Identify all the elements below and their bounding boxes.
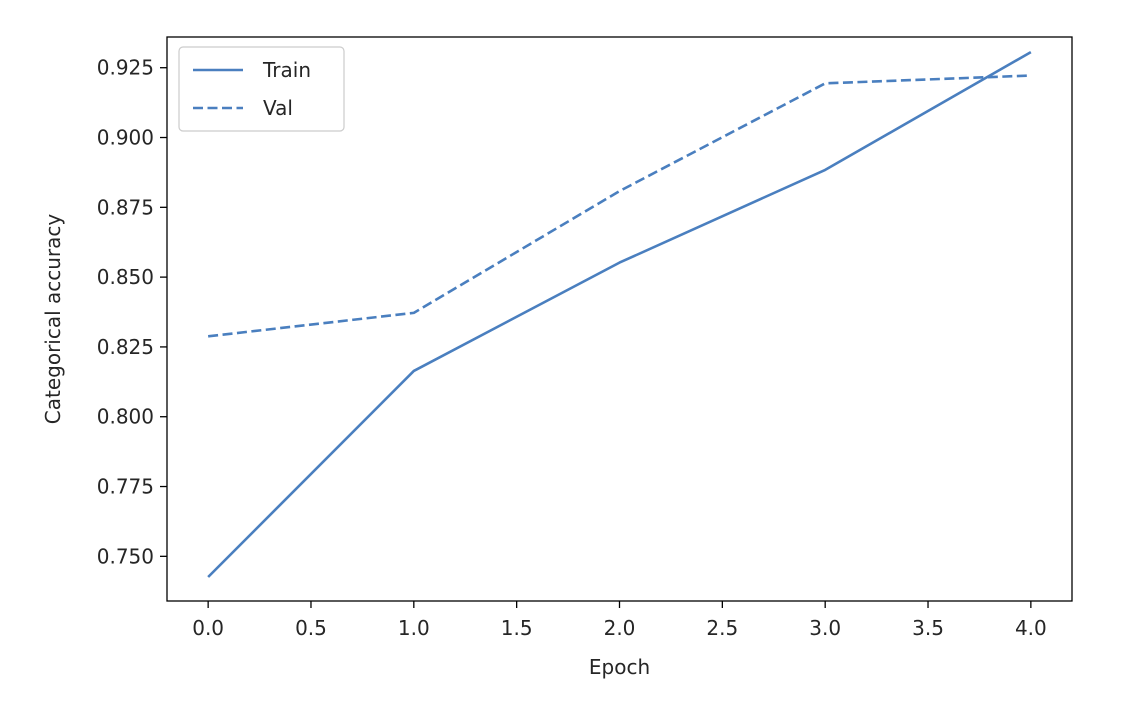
y-tick-label: 0.800 [97,405,154,429]
legend-label-train: Train [262,58,311,82]
y-axis-label: Categorical accuracy [41,214,65,425]
y-tick-label: 0.900 [97,126,154,150]
y-tick-label: 0.850 [97,265,154,289]
y-tick-label: 0.925 [97,56,154,80]
x-tick-label: 0.5 [295,616,327,640]
x-tick-label: 1.5 [501,616,533,640]
legend-label-val: Val [263,96,293,120]
y-tick-label: 0.825 [97,335,154,359]
x-tick-label: 4.0 [1015,616,1047,640]
y-tick-label: 0.875 [97,195,154,219]
series-line-train [207,50,1032,578]
y-axis-ticks: 0.750 0.775 0.800 0.825 0.850 0.875 0.900 0.925 [97,56,167,568]
y-tick-label: 0.750 [97,544,154,568]
x-tick-label: 2.0 [604,616,636,640]
x-tick-label: 1.0 [398,616,430,640]
x-axis-label: Epoch [589,655,650,679]
series-line-val [207,74,1031,338]
x-tick-label: 0.0 [192,616,224,640]
x-tick-label: 3.5 [912,616,944,640]
chart-marks [207,50,1032,578]
legend: Train Val [178,46,345,132]
x-tick-label: 3.0 [809,616,841,640]
legend-box [178,46,345,132]
x-axis-ticks: 0.0 0.5 1.0 1.5 2.0 2.5 3.0 3.5 4.0 [192,601,1047,640]
y-tick-label: 0.775 [97,475,154,499]
x-tick-label: 2.5 [706,616,738,640]
